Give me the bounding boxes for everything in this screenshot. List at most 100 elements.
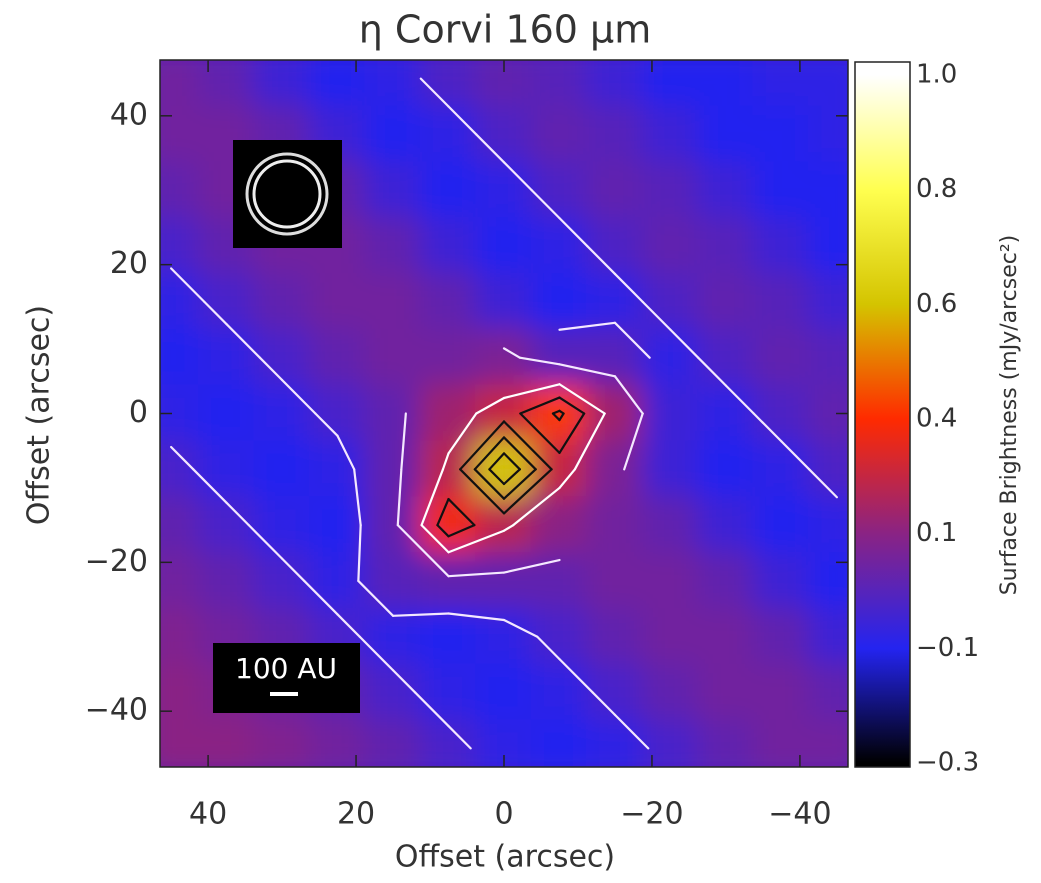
- heatmap-cell: [641, 105, 700, 164]
- scale-bar-inset: 100 AU: [213, 643, 360, 713]
- heatmap: [160, 60, 848, 767]
- heatmap-cell: [697, 607, 755, 666]
- heatmap-cell: [197, 719, 256, 767]
- heatmap-cell: [364, 607, 422, 666]
- heatmap-cell: [253, 384, 311, 443]
- contour-segment: [613, 713, 650, 750]
- contour-segment: [225, 501, 250, 527]
- heatmap-cell: [308, 384, 367, 443]
- contour-segment: [169, 267, 206, 303]
- contour-segment: [558, 468, 576, 490]
- colorbar-label: Surface Brightness (mJy/arcsec²): [997, 235, 1022, 596]
- contour-segment: [475, 133, 506, 164]
- heatmap-cell: [160, 552, 200, 610]
- scale-bar-label: 100 AU: [235, 652, 337, 685]
- contour-segment: [558, 396, 586, 415]
- heatmap-cell: [160, 496, 200, 555]
- contour-segment: [391, 669, 417, 694]
- heatmap-cell: [641, 217, 700, 275]
- y-tick-label: −40: [85, 693, 148, 728]
- contour-segment: [459, 420, 506, 471]
- heatmap-cell: [364, 496, 422, 555]
- contour-segment: [488, 452, 506, 471]
- heatmap-cell: [419, 440, 478, 499]
- heatmap-cell: [364, 60, 422, 108]
- contour-segment: [441, 452, 450, 471]
- y-axis-label: Offset (arcsec): [22, 305, 57, 525]
- contour-segment: [558, 657, 594, 694]
- heatmap-cell: [308, 719, 367, 767]
- heatmap-cell: [697, 496, 755, 555]
- heatmap-cell: [364, 719, 422, 767]
- contour-segment: [669, 328, 700, 359]
- contour-segment: [502, 524, 515, 532]
- heatmap-cell: [197, 60, 256, 108]
- chart-title: η Corvi 160 μm: [359, 8, 652, 52]
- contour-segment: [502, 468, 521, 486]
- contour-segment: [518, 356, 561, 366]
- heatmap-cell: [197, 384, 256, 443]
- colorbar: [854, 61, 911, 768]
- colorbar-tick-label: 0.4: [916, 404, 957, 434]
- heatmap-cell: [530, 217, 589, 275]
- heatmap-cell: [253, 328, 311, 387]
- contour-segment: [447, 571, 506, 578]
- heatmap-cell: [160, 217, 200, 275]
- heatmap-cell: [364, 384, 422, 443]
- heatmap-cell: [752, 217, 811, 275]
- heatmap-cell: [530, 719, 589, 767]
- heatmap-cell: [197, 496, 256, 555]
- contour-segment: [447, 612, 506, 622]
- contour-segment: [314, 412, 339, 437]
- heatmap-cell: [475, 60, 533, 108]
- contour-segment: [536, 635, 561, 661]
- heatmap-cell: [641, 440, 700, 499]
- contour-segment: [502, 558, 561, 574]
- heatmap-cell: [530, 105, 589, 164]
- contour-segment: [419, 77, 450, 108]
- contour-segment: [502, 436, 537, 471]
- heatmap-cell: [419, 607, 478, 666]
- heatmap-cell: [586, 384, 644, 443]
- contour-segment: [225, 323, 261, 359]
- contour-segment: [247, 524, 284, 560]
- contour-segment: [613, 321, 651, 359]
- heatmap-cell: [808, 607, 848, 666]
- heatmap-cell: [752, 552, 811, 610]
- contour-segment: [573, 412, 606, 471]
- colorbar-tick-label: 0.8: [916, 174, 957, 204]
- heatmap-cell: [364, 105, 422, 164]
- heatmap-cell: [530, 272, 589, 331]
- contour-segment: [447, 412, 478, 455]
- heatmap-cell: [419, 328, 478, 387]
- heatmap-cell: [160, 440, 200, 499]
- contour-segment: [488, 468, 506, 486]
- heatmap-cell: [752, 663, 811, 722]
- heatmap-cell: [475, 552, 533, 610]
- heatmap-cell: [752, 607, 811, 666]
- heatmap-cell: [253, 496, 311, 555]
- contour-segment: [558, 412, 565, 422]
- contour-segment: [192, 468, 228, 504]
- heatmap-cell: [253, 719, 311, 767]
- contour-segment: [613, 272, 644, 303]
- contour-segment: [558, 217, 589, 248]
- contour-segment: [641, 300, 672, 331]
- heatmap-cell: [160, 719, 200, 767]
- heatmap-cell: [160, 161, 200, 220]
- heatmap-cell: [808, 161, 848, 220]
- contour-segment: [558, 321, 617, 331]
- contour-segment: [391, 612, 450, 617]
- contour-segment: [623, 412, 644, 471]
- heatmap-cell: [364, 440, 422, 499]
- heatmap-cell: [641, 384, 700, 443]
- heatmap-cell: [160, 663, 200, 722]
- heatmap-cell: [641, 272, 700, 331]
- colorbar-tick-label: 1.0: [916, 60, 957, 90]
- heatmap-cell: [475, 607, 533, 666]
- heatmap-cell: [308, 60, 367, 108]
- colorbar-tick-label: 0.6: [916, 289, 957, 319]
- axes: 40 20 0 −20 −40 40 20 0 −20 −40 1.0 0.8 0.6 0.4 0.1 −0.…: [85, 60, 979, 832]
- contour-segment: [357, 524, 362, 583]
